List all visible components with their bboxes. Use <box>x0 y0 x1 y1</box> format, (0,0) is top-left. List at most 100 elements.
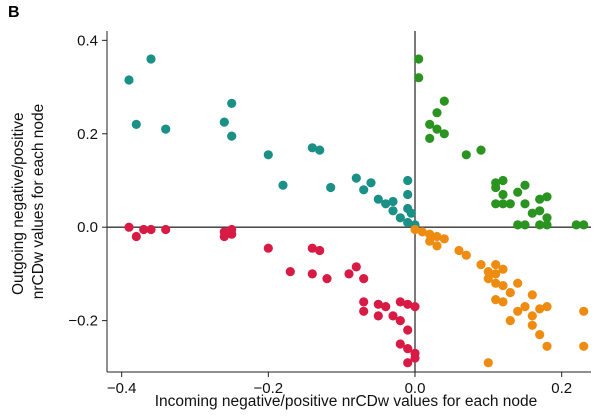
data-point-series-1 <box>381 199 391 209</box>
data-point-series-3 <box>131 231 141 242</box>
data-point-series-2 <box>535 220 545 230</box>
data-point-series-1 <box>315 145 325 155</box>
data-point-series-4 <box>491 260 501 270</box>
data-point-series-3 <box>410 302 420 312</box>
data-point-series-3 <box>227 224 237 235</box>
data-point-series-4 <box>417 227 427 237</box>
data-point-series-4 <box>579 306 589 316</box>
data-point-series-3 <box>395 297 405 307</box>
data-point-series-1 <box>146 54 156 64</box>
data-point-series-1 <box>373 194 383 204</box>
data-point-series-3 <box>359 306 369 316</box>
data-point-series-2 <box>432 124 442 134</box>
data-point-series-3 <box>403 344 413 354</box>
data-point-series-3 <box>373 299 383 309</box>
data-point-series-4 <box>498 264 508 274</box>
x-axis-title: Incoming negative/positive nrCDw values … <box>155 393 538 410</box>
data-points <box>124 54 589 368</box>
data-point-series-3 <box>351 262 361 272</box>
axes <box>106 31 591 373</box>
data-point-series-2 <box>476 145 486 155</box>
data-point-series-4 <box>425 229 435 239</box>
data-point-series-1 <box>278 180 288 190</box>
data-point-series-4 <box>579 341 589 351</box>
x-tick-label: 0.0 <box>405 380 426 397</box>
data-point-series-4 <box>535 330 545 340</box>
data-point-series-4 <box>425 236 435 246</box>
y-axis-title-line-1: Outgoing negative/positive <box>10 112 27 295</box>
data-point-series-4 <box>476 260 486 270</box>
data-point-series-2 <box>527 208 537 218</box>
data-point-series-2 <box>491 182 501 193</box>
data-point-series-2 <box>520 199 530 209</box>
data-point-series-4 <box>432 241 442 251</box>
data-point-series-1 <box>406 208 416 218</box>
tick-group: −0.4 −0.2 0.0 0.2 −0.2 0.0 0.2 0.4 <box>68 32 572 397</box>
x-tick-label: 0.2 <box>551 380 572 397</box>
data-point-series-2 <box>571 220 581 230</box>
data-point-series-2 <box>461 150 471 160</box>
data-point-series-4 <box>483 274 493 284</box>
data-point-series-3 <box>359 297 369 307</box>
data-point-series-1 <box>219 117 229 127</box>
data-point-series-3 <box>263 243 273 253</box>
data-point-series-4 <box>520 302 530 312</box>
data-point-series-2 <box>505 199 515 209</box>
data-point-series-2 <box>535 206 545 216</box>
data-point-series-2 <box>542 192 552 202</box>
data-point-series-4 <box>542 302 552 312</box>
data-point-series-4 <box>454 245 464 256</box>
data-point-series-4 <box>483 267 493 277</box>
data-point-series-2 <box>498 199 508 209</box>
data-point-series-3 <box>219 227 229 237</box>
data-point-series-1 <box>227 98 237 108</box>
data-point-series-4 <box>505 288 515 298</box>
data-point-series-2 <box>542 213 552 223</box>
x-tick-label: −0.4 <box>107 380 137 397</box>
data-point-series-1 <box>263 150 273 160</box>
data-point-series-4 <box>432 231 442 242</box>
data-point-series-2 <box>414 73 424 83</box>
data-point-series-3 <box>124 222 134 232</box>
y-tick-label: 0.0 <box>77 219 98 236</box>
data-point-series-3 <box>395 339 405 349</box>
data-point-series-3 <box>307 269 317 279</box>
y-axis-title-line-2: nrCDw values for each node <box>30 104 47 300</box>
y-tick-label: 0.2 <box>77 126 98 143</box>
data-point-series-3 <box>161 224 171 235</box>
data-point-series-1 <box>307 143 317 153</box>
data-point-series-2 <box>439 96 449 106</box>
data-point-series-4 <box>513 306 523 316</box>
data-point-series-2 <box>432 108 442 118</box>
y-tick-label: 0.4 <box>77 32 98 49</box>
data-point-series-3 <box>410 353 420 363</box>
data-point-series-4 <box>498 297 508 307</box>
data-point-series-2 <box>414 54 424 64</box>
data-point-series-3 <box>139 224 149 235</box>
data-point-series-4 <box>527 290 537 300</box>
data-point-series-3 <box>285 267 295 277</box>
data-point-series-2 <box>425 133 435 143</box>
x-tick-label: −0.2 <box>254 380 284 397</box>
data-point-series-4 <box>527 311 537 321</box>
data-point-series-3 <box>307 243 317 253</box>
data-point-series-4 <box>491 295 501 305</box>
data-point-series-2 <box>513 220 523 230</box>
data-point-series-2 <box>513 187 523 197</box>
data-point-series-1 <box>124 75 134 85</box>
data-point-series-1 <box>388 206 398 216</box>
data-point-series-2 <box>498 175 508 186</box>
data-point-series-4 <box>491 278 501 288</box>
data-point-series-3 <box>381 302 391 312</box>
data-point-series-4 <box>410 224 420 235</box>
data-point-series-2 <box>491 199 501 209</box>
data-point-series-1 <box>388 196 398 207</box>
data-point-series-4 <box>513 278 523 288</box>
data-point-series-2 <box>579 220 589 230</box>
y-tick-label: −0.2 <box>68 313 98 330</box>
data-point-series-3 <box>403 299 413 309</box>
data-point-series-3 <box>344 269 354 279</box>
data-point-series-4 <box>535 304 545 314</box>
